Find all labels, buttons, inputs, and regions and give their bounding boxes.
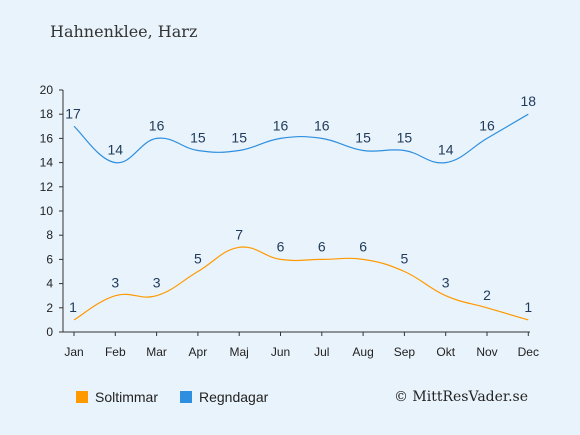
series-lines [73, 113, 529, 321]
data-label: 16 [273, 117, 289, 133]
data-label: 6 [277, 238, 285, 254]
x-tick-label: Nov [476, 345, 497, 359]
x-tick-label: Sep [394, 345, 416, 359]
data-label: 6 [318, 238, 326, 254]
data-label: 16 [479, 117, 495, 133]
data-label: 15 [190, 130, 206, 146]
y-tick-label: 4 [46, 277, 53, 291]
chart-title: Hahnenklee, Harz [50, 22, 198, 41]
x-tick-label: Feb [105, 345, 126, 359]
y-tick-label: 16 [40, 131, 54, 145]
legend-swatch [180, 391, 192, 403]
credit-text: © MittResVader.se [393, 389, 528, 405]
data-label: 14 [438, 142, 454, 158]
data-label: 5 [401, 251, 409, 267]
y-tick-label: 8 [46, 228, 53, 242]
legend-item-soltimmar: Soltimmar [76, 389, 158, 405]
data-label: 1 [524, 299, 532, 315]
data-label: 15 [231, 130, 247, 146]
legend-swatch [76, 391, 88, 403]
data-label: 16 [149, 117, 165, 133]
data-label: 7 [235, 226, 243, 242]
series-line-regndagar [73, 113, 529, 164]
y-tick-label: 6 [46, 252, 53, 266]
x-tick-label: Mar [146, 345, 167, 359]
x-tick-label: Aug [352, 345, 373, 359]
data-label: 14 [108, 142, 124, 158]
data-label: 3 [153, 275, 161, 291]
x-tick-label: Dec [518, 345, 539, 359]
legend-item-regndagar: Regndagar [180, 389, 268, 405]
data-label: 16 [314, 117, 330, 133]
x-ticks: Jan Feb Mar Apr Maj Jun Jul Aug Sep Okt Nov Dec [64, 332, 539, 359]
legend-label: Soltimmar [95, 389, 159, 405]
y-tick-label: 10 [40, 204, 54, 218]
data-label: 2 [483, 287, 491, 303]
y-tick-label: 18 [40, 107, 54, 121]
legend-label: Regndagar [199, 389, 269, 405]
data-label: 3 [111, 275, 119, 291]
data-labels: 1 3 3 5 7 6 6 6 5 3 2 1 17 14 16 15 15 16 16 15 15 14 16 18 [65, 93, 536, 315]
series-line-soltimmar [73, 246, 529, 321]
data-label: 3 [442, 275, 450, 291]
y-tick-label: 2 [46, 301, 53, 315]
y-tick-label: 12 [40, 180, 54, 194]
x-tick-label: Apr [189, 345, 208, 359]
data-label: 18 [521, 93, 537, 109]
x-tick-label: Maj [230, 345, 249, 359]
data-label: 15 [355, 130, 371, 146]
x-tick-label: Jan [64, 345, 83, 359]
x-tick-label: Jun [271, 345, 290, 359]
data-label: 17 [65, 105, 81, 121]
y-tick-label: 20 [40, 83, 54, 97]
y-tick-label: 14 [40, 156, 54, 170]
data-label: 5 [194, 251, 202, 267]
y-ticks: 0 2 4 6 8 10 12 14 16 18 20 [40, 83, 63, 339]
x-tick-label: Jul [314, 345, 329, 359]
x-tick-label: Okt [436, 345, 455, 359]
data-label: 15 [397, 130, 413, 146]
data-label: 6 [359, 238, 367, 254]
y-tick-label: 0 [46, 325, 53, 339]
data-label: 1 [69, 299, 77, 315]
